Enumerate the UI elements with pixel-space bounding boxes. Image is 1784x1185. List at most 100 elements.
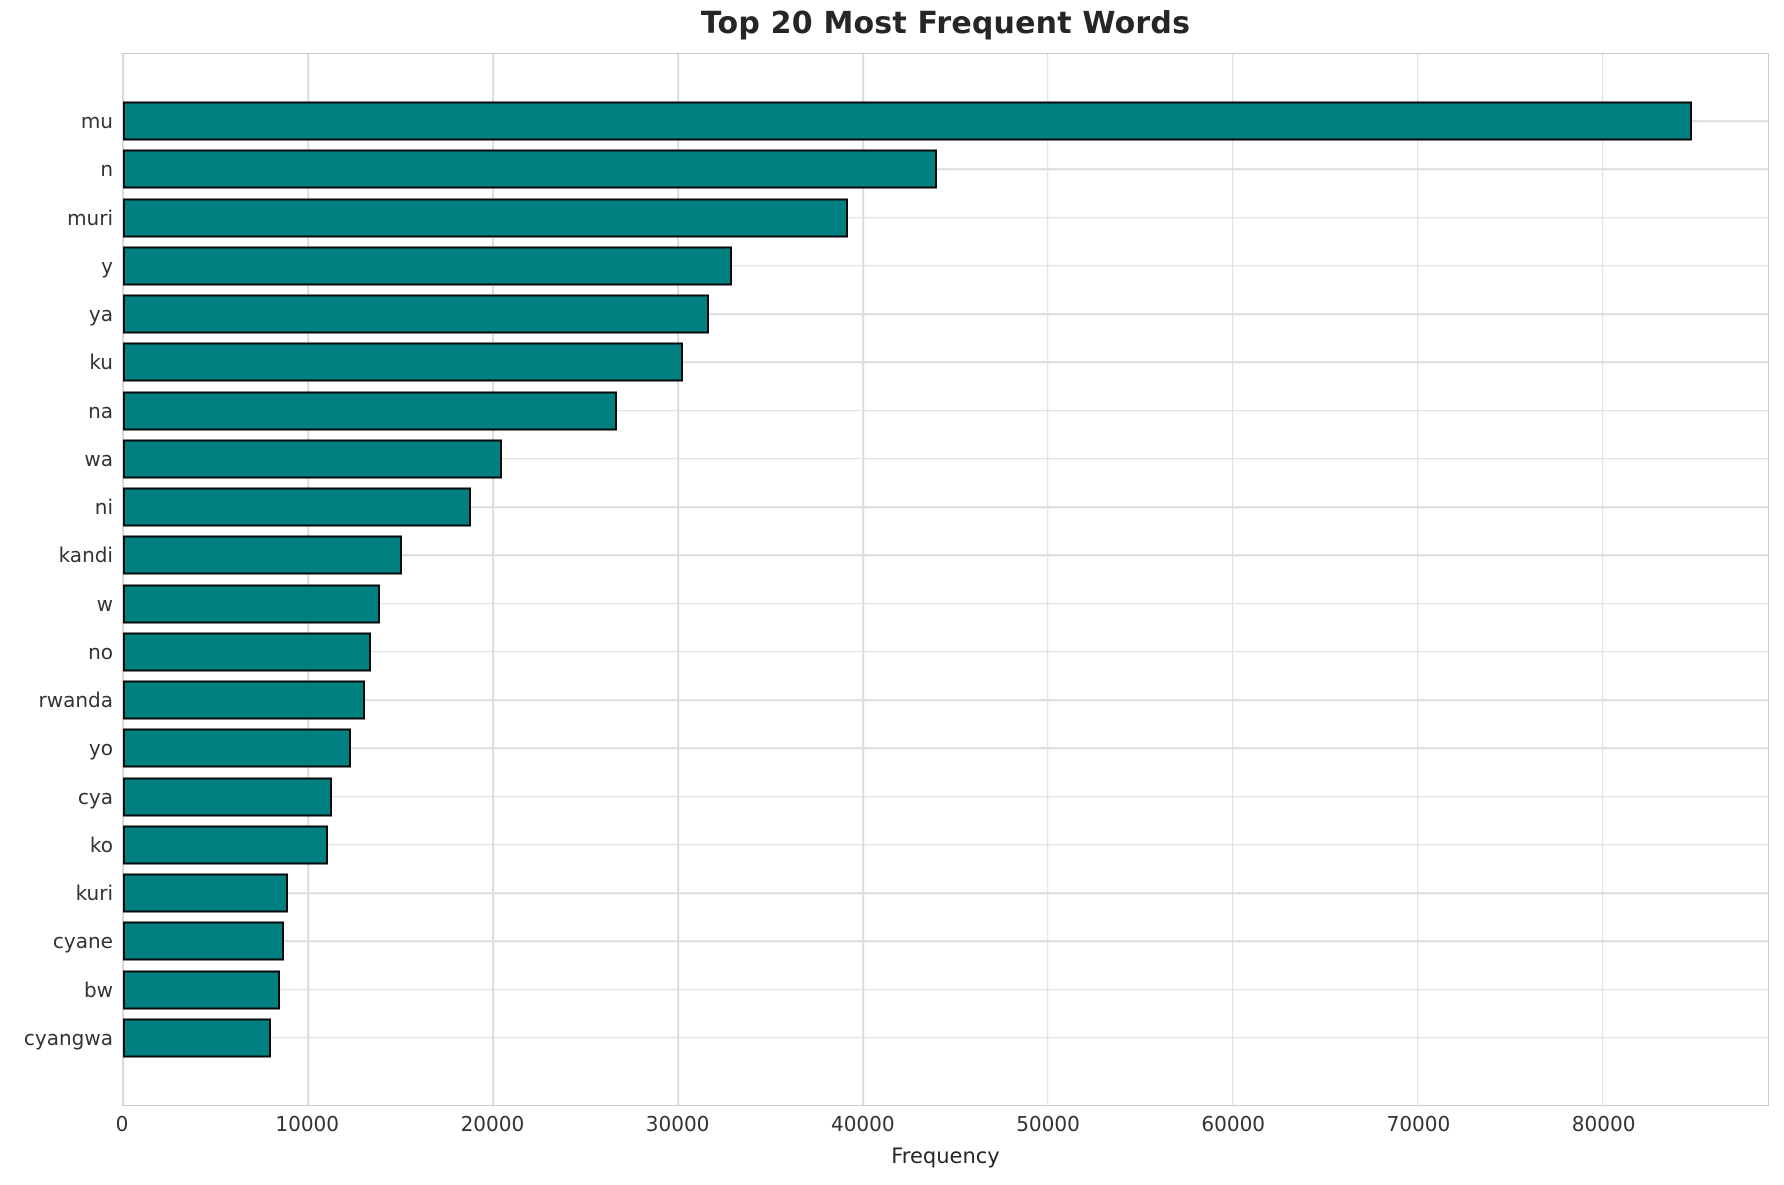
y-tick-label: ko bbox=[89, 832, 113, 857]
y-tick-label: cyane bbox=[52, 929, 113, 954]
vertical-gridlines-layer bbox=[122, 54, 1768, 1105]
frequency-bar bbox=[123, 873, 288, 913]
x-axis-ticks: 0 10000 20000 30000 40000 50000 60000 70000 8000… bbox=[116, 1112, 1769, 1140]
frequency-bar bbox=[123, 777, 333, 817]
bar-row: mu bbox=[81, 97, 1768, 145]
y-tick-label: ku bbox=[89, 350, 113, 375]
horizontal-gridline bbox=[123, 699, 1768, 701]
vertical-gridline bbox=[492, 54, 494, 1105]
frequency-bar bbox=[123, 439, 503, 479]
y-tick-label: wa bbox=[84, 446, 113, 471]
y-tick-label: rwanda bbox=[38, 688, 113, 713]
frequency-bar bbox=[123, 535, 403, 575]
frequency-bar bbox=[123, 728, 351, 768]
y-tick-label: cyangwa bbox=[23, 1025, 113, 1050]
horizontal-gridline bbox=[123, 554, 1768, 557]
horizontal-gridline bbox=[123, 409, 1768, 412]
frequency-bar bbox=[123, 294, 710, 334]
vertical-gridline bbox=[862, 54, 864, 1105]
bar-row: ni bbox=[95, 483, 1768, 531]
bar-row: wa bbox=[84, 435, 1768, 483]
horizontal-gridline bbox=[123, 892, 1768, 894]
horizontal-gridline bbox=[123, 216, 1768, 219]
x-tick-label: 30000 bbox=[645, 1112, 710, 1136]
bar-row: cya bbox=[78, 773, 1768, 821]
horizontal-gridline bbox=[123, 1037, 1768, 1039]
bar-row: ya bbox=[89, 290, 1768, 338]
bar-row: kuri bbox=[76, 869, 1768, 917]
y-tick-label: yo bbox=[88, 736, 113, 761]
bar-row: no bbox=[88, 628, 1768, 676]
y-tick-label: ni bbox=[94, 495, 113, 520]
y-tick-label: n bbox=[100, 157, 113, 182]
x-tick-label: 50000 bbox=[1016, 1112, 1080, 1136]
frequency-bar bbox=[123, 632, 371, 672]
horizontal-gridline bbox=[123, 844, 1768, 846]
horizontal-gridline bbox=[123, 602, 1768, 605]
horizontal-gridline bbox=[123, 795, 1768, 798]
y-tick-label: mu bbox=[80, 109, 113, 134]
frequency-bar bbox=[123, 149, 937, 189]
vertical-gridline bbox=[307, 54, 309, 1105]
horizontal-gridline bbox=[123, 361, 1768, 364]
horizontal-gridline bbox=[123, 168, 1768, 171]
frequency-bar bbox=[123, 487, 471, 527]
bar-row: muri bbox=[67, 194, 1768, 242]
frequency-bar bbox=[123, 342, 684, 382]
bar-row: yo bbox=[89, 724, 1768, 772]
bar-row: w bbox=[97, 580, 1768, 628]
frequency-bar bbox=[123, 921, 284, 961]
vertical-gridline bbox=[677, 54, 679, 1105]
vertical-gridline bbox=[1232, 54, 1234, 1105]
frequency-bar bbox=[123, 970, 281, 1010]
frequency-bar bbox=[123, 680, 366, 720]
x-tick-label: 10000 bbox=[275, 1112, 339, 1136]
frequency-bar bbox=[123, 246, 732, 286]
bar-row: kandi bbox=[59, 531, 1768, 579]
bar-row: n bbox=[100, 145, 1768, 193]
x-tick-label: 20000 bbox=[460, 1112, 525, 1136]
frequency-bar bbox=[123, 825, 329, 865]
y-tick-label: w bbox=[96, 591, 113, 616]
frequency-bar bbox=[123, 101, 1692, 141]
horizontal-gridline bbox=[123, 458, 1768, 460]
bar-row: cyangwa bbox=[24, 1014, 1768, 1062]
horizontal-gridline bbox=[123, 506, 1768, 508]
frequency-bar bbox=[123, 1018, 271, 1058]
bar-row: rwanda bbox=[39, 676, 1768, 724]
vertical-gridline bbox=[1417, 54, 1419, 1105]
horizontal-gridline bbox=[123, 988, 1768, 991]
y-tick-label: no bbox=[88, 639, 113, 664]
y-tick-label: kuri bbox=[75, 881, 113, 906]
y-tick-label: cya bbox=[77, 784, 113, 809]
vertical-gridline bbox=[1602, 54, 1604, 1105]
horizontal-gridline bbox=[123, 313, 1768, 315]
bar-row: y bbox=[101, 242, 1768, 290]
x-tick-label: 0 bbox=[115, 1112, 129, 1136]
x-tick-label: 70000 bbox=[1386, 1112, 1451, 1136]
y-tick-label: na bbox=[88, 398, 113, 423]
horizontal-gridline bbox=[123, 651, 1768, 653]
frequency-bar bbox=[123, 198, 849, 238]
y-tick-label: bw bbox=[83, 977, 113, 1002]
y-tick-label: muri bbox=[67, 205, 113, 230]
frequency-bar bbox=[123, 584, 381, 624]
plot-area: mu n muri y ya ku na wa ni kandi w no rwanda yo cya ko k… bbox=[24, 53, 1769, 1106]
vertical-gridline bbox=[1047, 54, 1049, 1105]
y-tick-label: y bbox=[101, 253, 113, 278]
bar-row: na bbox=[88, 387, 1768, 435]
horizontal-gridline bbox=[123, 940, 1768, 943]
bar-rows-layer: mu n muri y ya ku na wa ni kandi w no rwanda yo cya ko k… bbox=[24, 54, 1768, 1105]
bar-row: ku bbox=[89, 338, 1768, 386]
horizontal-gridline bbox=[123, 747, 1768, 750]
x-tick-label: 60000 bbox=[1201, 1112, 1266, 1136]
horizontal-gridline bbox=[123, 265, 1768, 267]
x-tick-label: 40000 bbox=[830, 1112, 895, 1136]
frequency-bar bbox=[123, 391, 617, 431]
y-tick-label: ya bbox=[88, 302, 113, 327]
vertical-gridline bbox=[122, 54, 124, 1105]
x-tick-label: 80000 bbox=[1571, 1112, 1636, 1136]
bar-row: bw bbox=[84, 966, 1768, 1014]
x-axis-label: Frequency bbox=[891, 1144, 1000, 1168]
